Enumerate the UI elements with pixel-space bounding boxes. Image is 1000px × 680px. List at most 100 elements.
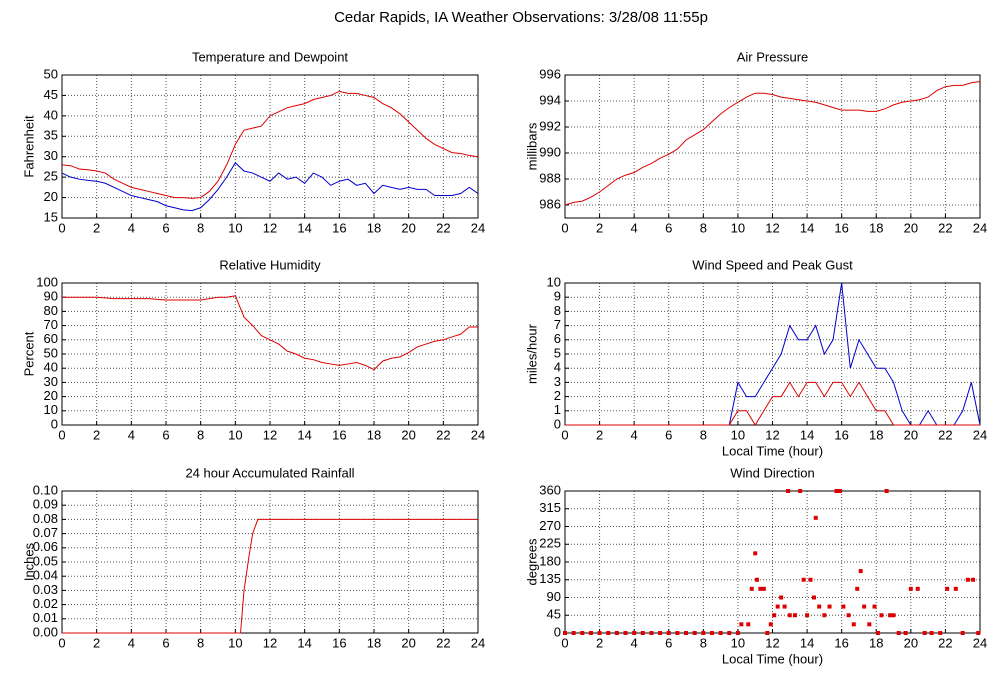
y-tick-label: 40 (44, 360, 58, 375)
x-tick-label: 16 (332, 427, 346, 442)
x-tick-label: 10 (228, 427, 242, 442)
chart-title: Wind Direction (730, 465, 815, 480)
data-point (779, 595, 784, 600)
y-tick-label: 90 (547, 589, 561, 604)
data-point (614, 631, 619, 635)
y-tick-label: 992 (539, 118, 561, 133)
data-point (915, 586, 920, 591)
y-tick-label: 180 (539, 553, 561, 568)
y-tick-label: 7 (554, 317, 561, 332)
x-tick-label: 2 (596, 427, 603, 442)
y-tick-label: 0.02 (33, 596, 58, 611)
y-tick-label: 10 (547, 274, 561, 289)
data-point (718, 631, 723, 635)
y-tick-label: 60 (44, 331, 58, 346)
x-tick-label: 18 (869, 427, 883, 442)
data-point (787, 613, 792, 618)
x-tick-label: 22 (436, 220, 450, 235)
y-tick-label: 0 (554, 624, 561, 639)
x-tick-label: 14 (297, 635, 311, 650)
x-tick-label: 8 (197, 635, 204, 650)
plot-frame (564, 490, 981, 634)
y-tick-label: 15 (44, 209, 58, 224)
data-point (862, 604, 867, 609)
x-tick-label: 20 (904, 635, 918, 650)
x-tick-label: 4 (631, 635, 638, 650)
x-tick-label: 8 (197, 220, 204, 235)
data-line (61, 162, 479, 212)
data-line (62, 518, 478, 634)
x-tick-label: 0 (561, 427, 568, 442)
x-tick-label: 12 (263, 220, 277, 235)
data-point (855, 586, 860, 591)
y-tick-label: 986 (539, 196, 561, 211)
data-point (908, 586, 913, 591)
x-axis-label: Local Time (hour) (722, 651, 823, 666)
x-tick-label: 12 (765, 220, 779, 235)
data-point (753, 551, 758, 556)
data-point (675, 631, 680, 635)
data-point (640, 631, 645, 635)
x-tick-label: 14 (800, 220, 814, 235)
x-tick-label: 8 (700, 635, 707, 650)
y-tick-label: 45 (44, 87, 58, 102)
y-tick-label: 30 (44, 148, 58, 163)
data-point (649, 631, 654, 635)
x-tick-label: 24 (471, 427, 485, 442)
x-tick-label: 6 (162, 220, 169, 235)
chart-title: Air Pressure (737, 49, 809, 64)
x-tick-label: 10 (731, 635, 745, 650)
data-point (851, 622, 856, 627)
data-point (754, 577, 759, 582)
y-tick-label: 20 (44, 189, 58, 204)
data-point (571, 631, 576, 635)
chart-title: Temperature and Dewpoint (192, 49, 348, 64)
data-point (872, 604, 877, 609)
data-point (827, 604, 832, 609)
data-point (960, 631, 965, 635)
x-tick-label: 16 (834, 220, 848, 235)
data-point (834, 489, 839, 493)
x-tick-label: 18 (869, 220, 883, 235)
x-tick-label: 8 (700, 427, 707, 442)
data-point (768, 622, 773, 627)
y-tick-label: 100 (36, 274, 58, 289)
data-point (563, 631, 567, 635)
x-tick-label: 6 (162, 635, 169, 650)
y-axis-label: miles/hour (524, 323, 539, 384)
data-point (765, 631, 770, 635)
x-tick-label: 14 (800, 427, 814, 442)
data-point (727, 631, 732, 635)
x-tick-label: 0 (58, 220, 65, 235)
x-tick-label: 10 (228, 635, 242, 650)
y-tick-label: 994 (539, 92, 561, 107)
data-point (858, 569, 863, 574)
x-tick-label: 22 (938, 635, 952, 650)
y-tick-label: 2 (554, 388, 561, 403)
data-point (772, 613, 777, 618)
plot-frame (61, 490, 479, 634)
data-point (817, 604, 822, 609)
x-tick-label: 4 (128, 635, 135, 650)
x-tick-label: 2 (596, 635, 603, 650)
data-point (891, 613, 896, 618)
x-tick-label: 22 (436, 427, 450, 442)
data-point (812, 595, 816, 600)
y-tick-label: 25 (44, 169, 58, 184)
data-point (588, 631, 593, 635)
y-tick-label: 0.10 (33, 482, 58, 497)
y-tick-label: 225 (539, 536, 561, 551)
chart-title: Wind Speed and Peak Gust (692, 257, 853, 272)
data-point (597, 631, 602, 635)
plot-frame (61, 282, 479, 426)
x-tick-label: 2 (93, 220, 100, 235)
y-tick-label: 0.03 (33, 582, 58, 597)
y-tick-label: 30 (44, 374, 58, 389)
page-title: Cedar Rapids, IA Weather Observations: 3… (334, 9, 708, 26)
x-tick-label: 10 (731, 220, 745, 235)
x-tick-label: 4 (631, 427, 638, 442)
y-axis-label: millibars (524, 122, 539, 170)
data-point (929, 631, 934, 635)
x-tick-label: 18 (367, 427, 381, 442)
